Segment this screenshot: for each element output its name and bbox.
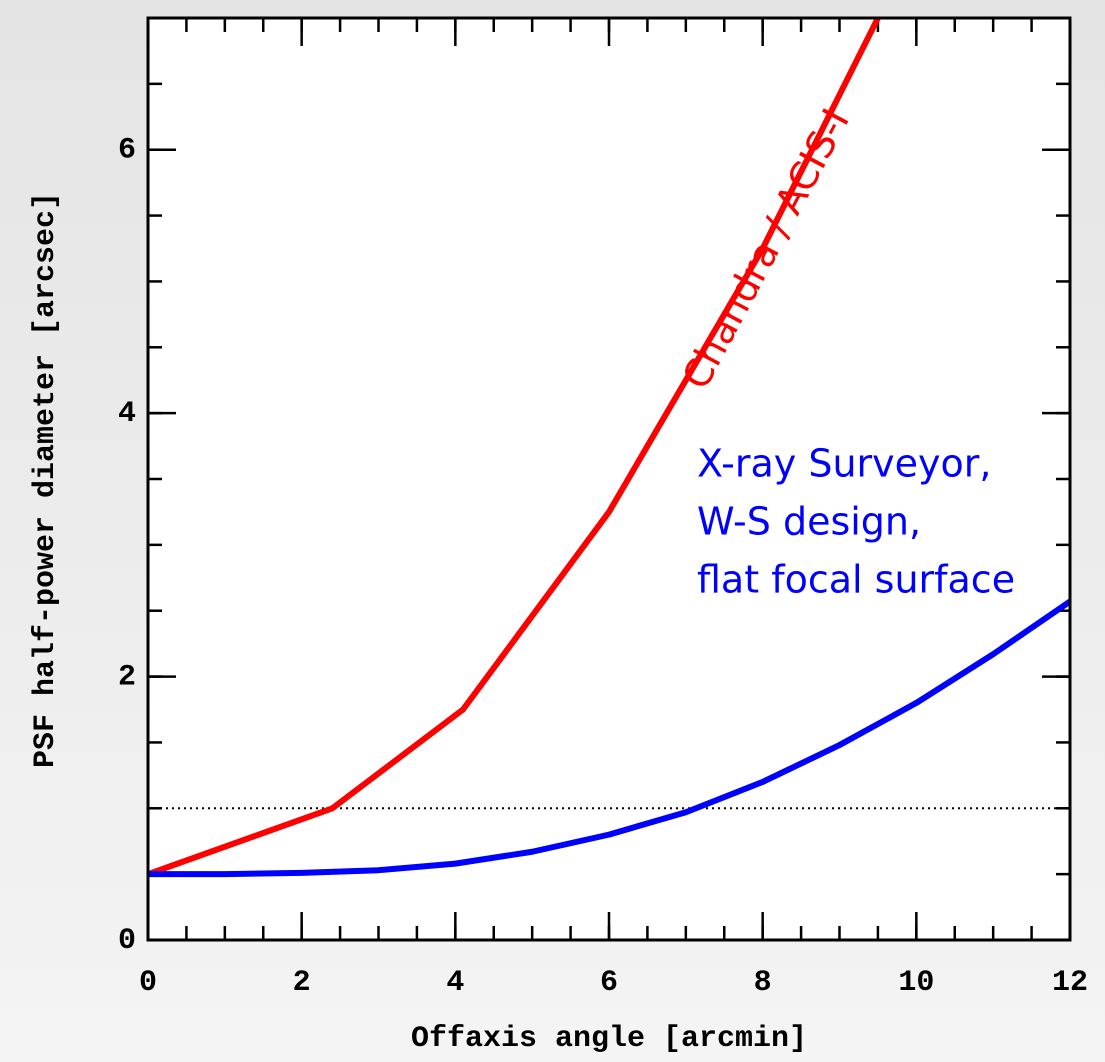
x-tick-label: 6 bbox=[600, 966, 618, 1000]
x-tick-label: 2 bbox=[293, 966, 311, 1000]
y-tick-label: 2 bbox=[118, 660, 136, 694]
y-tick-label: 6 bbox=[118, 134, 136, 168]
x-tick-label: 4 bbox=[446, 966, 464, 1000]
line bbox=[148, 18, 881, 877]
x-tick-label: 8 bbox=[754, 966, 772, 1000]
annotation: flat focal surface bbox=[697, 558, 1015, 602]
line bbox=[148, 599, 1070, 878]
y-tick-label: 0 bbox=[118, 924, 136, 958]
plot-frame bbox=[146, 16, 1072, 942]
x-tick-label: 10 bbox=[898, 966, 934, 1000]
plot-area bbox=[148, 18, 1070, 940]
annotation: W-S design, bbox=[697, 500, 921, 544]
x-tick-label: 12 bbox=[1052, 966, 1088, 1000]
x-axis-title: Offaxis angle [arcmin] bbox=[411, 1022, 807, 1056]
x-tick-label: 0 bbox=[139, 966, 157, 1000]
series-label: X-ray Surveyor, bbox=[697, 442, 991, 486]
y-axis-title: PSF half-power diameter [arcsec] bbox=[29, 192, 63, 768]
y-tick-label: 4 bbox=[118, 397, 136, 431]
